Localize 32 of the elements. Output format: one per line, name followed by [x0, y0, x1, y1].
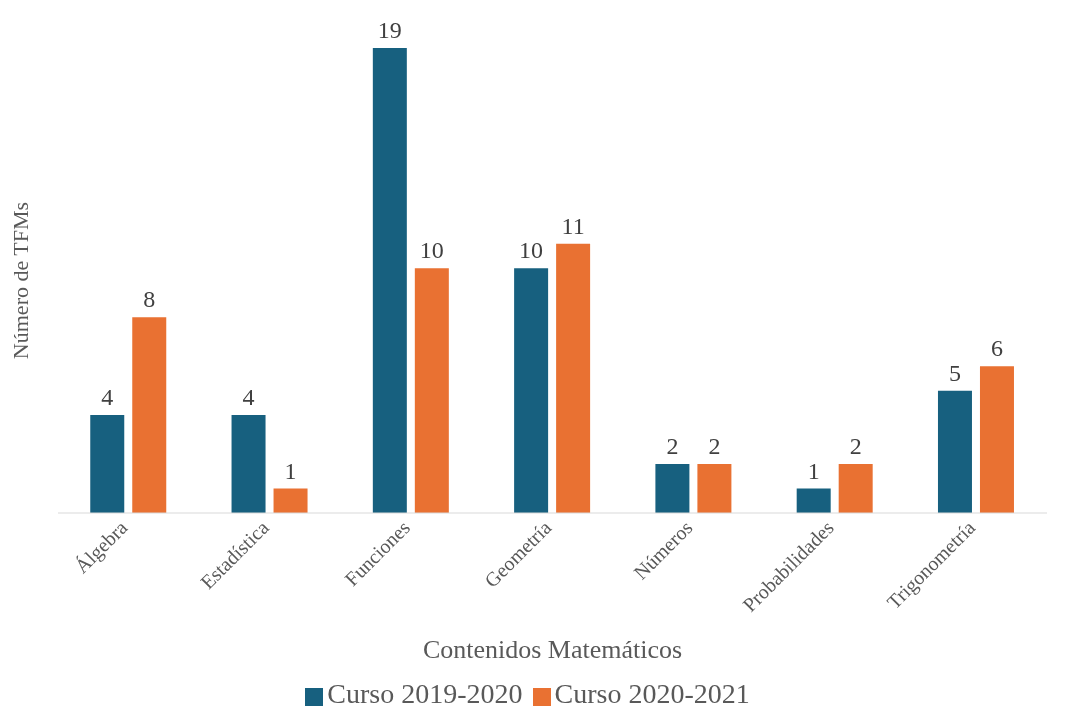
data-label: 2	[666, 433, 679, 460]
data-label: 2	[849, 433, 862, 460]
bar	[514, 268, 549, 513]
bar	[937, 390, 972, 513]
data-label: 1	[807, 457, 820, 484]
bar	[372, 48, 407, 513]
bar	[273, 488, 308, 513]
data-label: 10	[519, 237, 544, 264]
data-label: 2	[708, 433, 721, 460]
bar	[132, 317, 167, 513]
bar	[979, 366, 1014, 513]
data-label: 19	[377, 17, 402, 43]
data-label: 6	[990, 335, 1003, 362]
data-label: 4	[101, 384, 114, 411]
bar	[655, 464, 690, 513]
data-label: 8	[143, 286, 156, 313]
data-label: 10	[419, 237, 444, 264]
data-label: 1	[284, 457, 297, 484]
bar	[90, 415, 125, 513]
bar	[838, 464, 873, 513]
y-axis-title: Número de TFMs	[7, 201, 33, 360]
bar	[697, 464, 732, 513]
data-label: 5	[948, 359, 961, 386]
bar	[556, 243, 591, 513]
x-axis-title: Contenidos Matemáticos	[422, 635, 683, 664]
data-label: 11	[561, 212, 585, 239]
data-label: 4	[242, 384, 255, 411]
bar	[231, 415, 266, 513]
bar	[796, 488, 831, 513]
legend-label: Curso 2019-2020	[327, 678, 523, 709]
legend-label: Curso 2020-2021	[554, 678, 750, 709]
bar	[414, 268, 449, 513]
